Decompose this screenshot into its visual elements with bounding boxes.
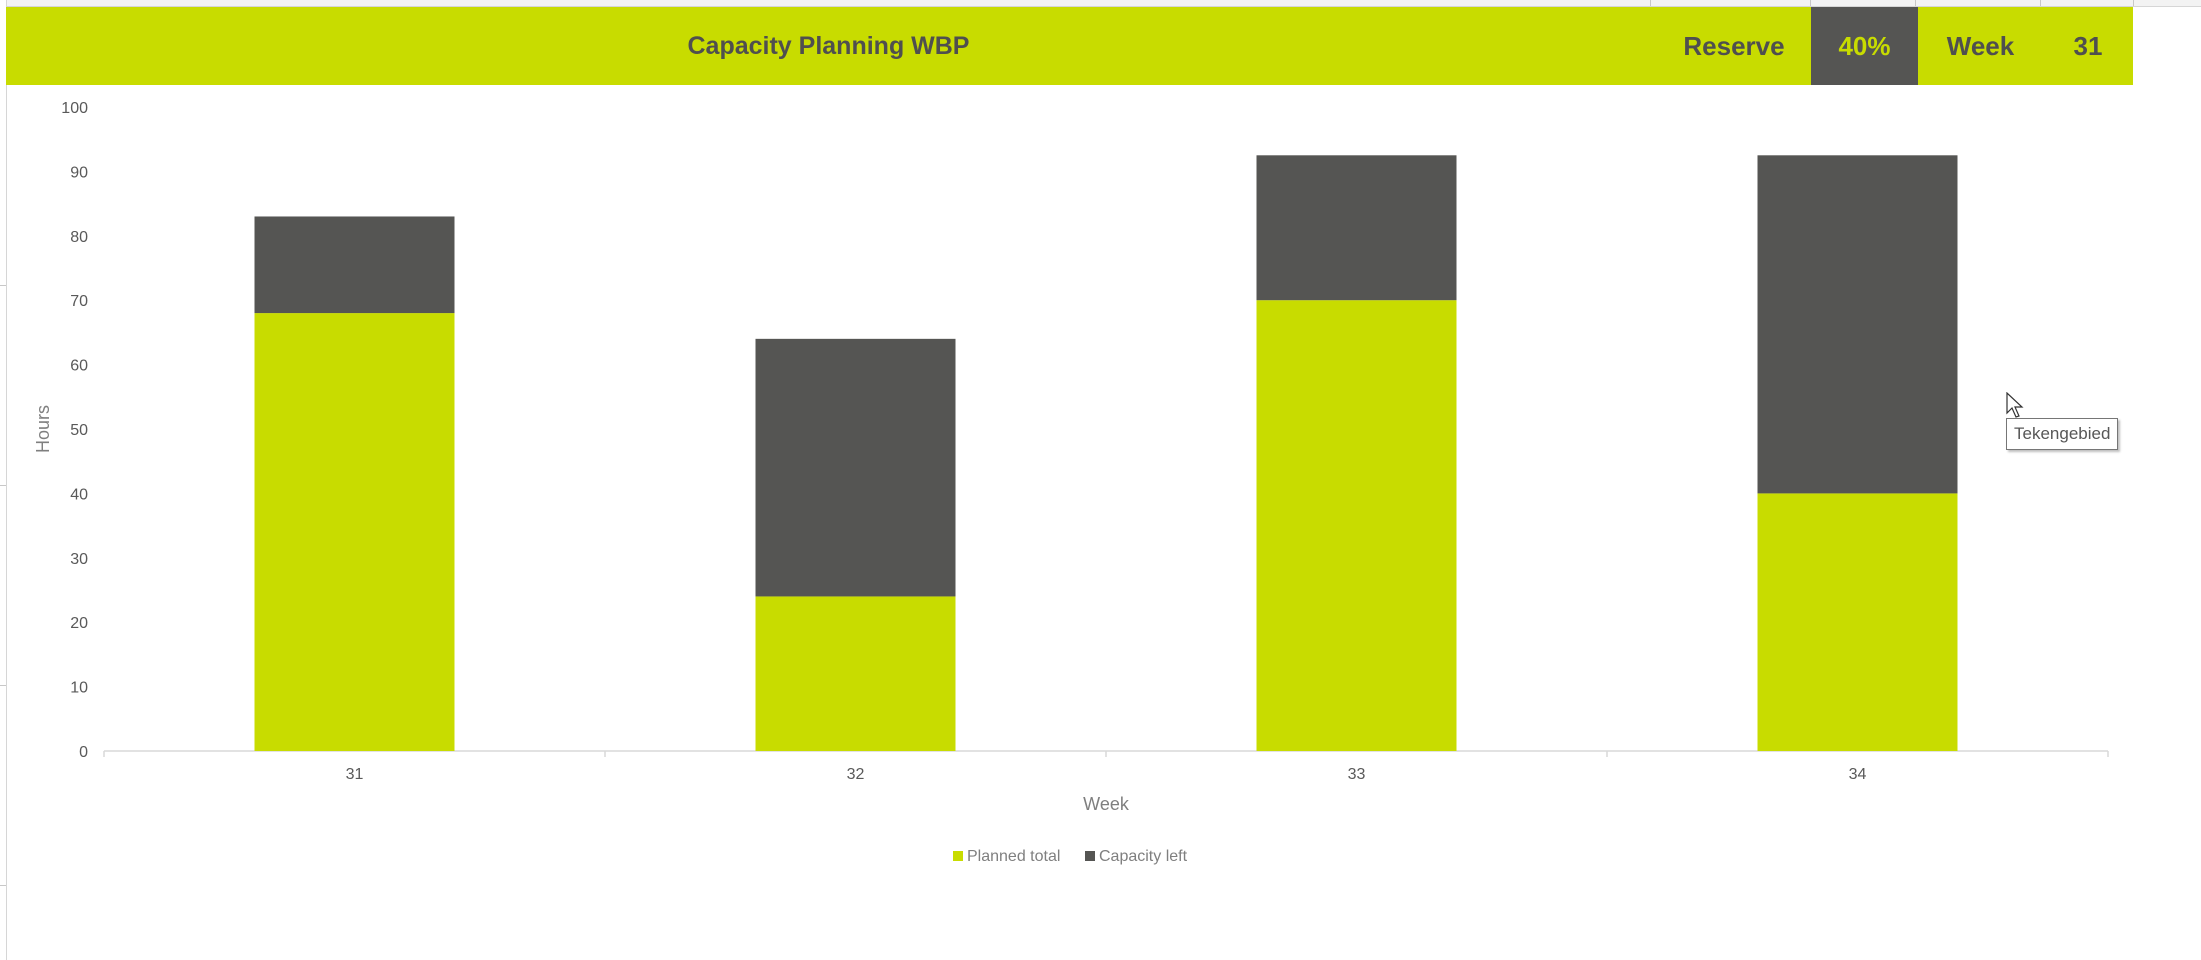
y-axis-title: Hours: [33, 405, 53, 453]
column-divider: [1915, 0, 1916, 6]
page-title: Capacity Planning WBP: [687, 31, 970, 60]
week-label: Week: [1946, 30, 2015, 61]
bar-capacity-left: [1256, 155, 1457, 301]
column-divider: [2040, 0, 2041, 6]
y-tick-label: 50: [70, 422, 88, 439]
week-value-cell[interactable]: 31: [2073, 30, 2103, 61]
bar-planned-total: [1757, 493, 1958, 751]
row-divider: [0, 285, 6, 286]
row-divider: [0, 885, 6, 886]
legend-label: Capacity left: [1099, 848, 1188, 865]
x-axis-title: Week: [1083, 794, 1130, 814]
bar-planned-total: [1256, 300, 1457, 751]
row-header-strip: [0, 0, 7, 960]
tooltip: Tekengebied: [2006, 418, 2119, 450]
y-tick-label: 90: [70, 164, 88, 181]
bar-capacity-left: [254, 216, 455, 314]
legend-label: Planned total: [967, 848, 1060, 865]
bar-planned-total: [755, 596, 956, 751]
y-tick-label: 70: [70, 293, 88, 310]
y-tick-label: 100: [61, 100, 88, 117]
x-tick-label: 32: [847, 766, 865, 783]
y-tick-label: 80: [70, 229, 88, 246]
bar-capacity-left: [755, 338, 956, 597]
legend: Planned total Capacity left: [953, 848, 1188, 865]
y-tick-label: 60: [70, 358, 88, 375]
y-tick-label: 10: [70, 680, 88, 697]
bar-capacity-left: [1757, 155, 1958, 494]
row-divider: [0, 685, 6, 686]
header-band: Capacity Planning WBP Reserve 40% Week 3…: [6, 7, 2133, 85]
column-header-strip: [0, 0, 2201, 7]
x-tick-label: 34: [1849, 766, 1867, 783]
y-tick-label: 0: [79, 744, 88, 761]
column-divider: [1810, 0, 1811, 6]
column-divider: [1650, 0, 1651, 6]
y-tick-label: 40: [70, 486, 88, 503]
bar-planned-total: [254, 313, 455, 751]
row-divider: [0, 485, 6, 486]
legend-swatch: [953, 851, 963, 861]
x-tick-label: 31: [346, 766, 364, 783]
y-axis: 0 10 20 30 40 50 60 70 80 90 100: [61, 100, 88, 761]
y-tick-label: 30: [70, 551, 88, 568]
y-tick-label: 20: [70, 615, 88, 632]
x-axis: 31 32 33 34: [103, 750, 2109, 783]
mouse-pointer-icon: [2006, 392, 2024, 418]
reserve-value-cell[interactable]: 40%: [1811, 7, 1918, 85]
reserve-label: Reserve: [1683, 30, 1785, 61]
x-tick-label: 33: [1348, 766, 1366, 783]
legend-swatch: [1085, 851, 1095, 861]
column-divider: [2133, 0, 2134, 6]
bar-series: [254, 155, 1958, 751]
